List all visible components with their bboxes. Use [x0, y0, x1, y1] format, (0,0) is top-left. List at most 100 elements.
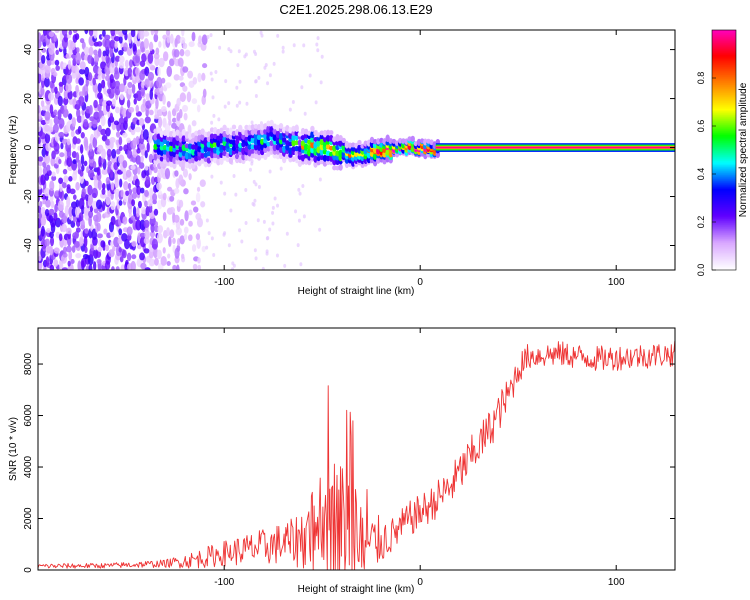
spectrogram-noise-cell — [154, 113, 160, 120]
spectrogram-noise-cell — [43, 187, 51, 197]
spectrogram-noise-cell — [54, 30, 60, 34]
colorbar-strip — [712, 124, 736, 127]
spectrogram-noise-cell — [229, 208, 233, 213]
spectrogram-noise-cell — [238, 100, 242, 105]
spectrogram-signal-cell — [203, 145, 208, 153]
colorbar-strip — [712, 224, 736, 227]
spectrogram-noise-cell — [102, 30, 106, 37]
spectrogram-noise-cell — [40, 216, 47, 226]
spectrogram-noise-cell — [40, 34, 47, 43]
spectrogram-signal-cell — [325, 129, 331, 136]
spectrogram-signal-cell — [310, 125, 315, 132]
spectrogram-noise-cell — [240, 239, 244, 244]
colorbar-strip — [712, 202, 736, 205]
colorbar-strip — [712, 66, 736, 69]
colorbar-strip — [712, 248, 736, 251]
spectrogram-noise-cell — [75, 181, 80, 191]
colorbar-strip — [712, 234, 736, 237]
colorbar-strip — [712, 238, 736, 241]
spectrogram-noise-cell — [192, 77, 198, 85]
spectrogram-noise-cell — [251, 201, 255, 206]
colorbar: 0.0 0.2 0.4 0.6 0.8 Normalized spectral ampl… — [696, 29, 749, 276]
spectrogram-noise-cell — [182, 66, 189, 73]
spectrogram-noise-cell — [167, 110, 172, 121]
spectrogram-noise-cell — [72, 194, 77, 200]
spectrogram-signal-cell — [281, 155, 287, 164]
spectrogram-noise-cell — [99, 192, 107, 199]
spectrogram-noise-cell — [314, 100, 318, 105]
spectrogram-noise-cell — [91, 187, 98, 199]
spectrogram-noise-cell — [301, 183, 305, 188]
spectrogram-signal-cell — [329, 130, 334, 136]
spectrogram-noise-cell — [114, 41, 118, 49]
spectrogram-noise-cell — [110, 200, 116, 211]
spectrogram-noise-cell — [183, 112, 188, 121]
colorbar-strip — [712, 212, 736, 215]
spectrogram-noise-cell — [131, 240, 137, 247]
colorbar-strip — [712, 30, 736, 33]
spectrogram-noise-cell — [66, 227, 72, 235]
spectrogram-noise-cell — [231, 267, 235, 270]
spectrogram-noise-cell — [169, 58, 175, 67]
spectrogram-noise-cell — [152, 193, 158, 202]
spectrogram-noise-cell — [76, 47, 80, 53]
snr-series-line — [38, 341, 675, 570]
spectrogram-noise-cell — [238, 228, 242, 233]
spectrogram-noise-cell — [187, 70, 194, 79]
spectrogram-noise-cell — [44, 111, 51, 121]
spectrogram-noise-cell — [88, 104, 93, 115]
spectrogram-signal-cell — [325, 159, 331, 166]
spectrogram-noise-cell — [95, 199, 103, 210]
spectrogram-noise-cell — [62, 108, 69, 118]
spectrogram-noise-cell — [110, 30, 116, 37]
spectrogram-noise-cell — [256, 218, 260, 223]
colorbar-strip — [712, 112, 736, 115]
colorbar-strip — [712, 208, 736, 211]
spectrogram-noise-cell — [50, 200, 55, 209]
colorbar-strip — [712, 90, 736, 93]
colorbar-strip — [712, 242, 736, 245]
spectrogram-noise-cell — [302, 214, 306, 219]
spectrogram-noise-cell — [160, 106, 167, 113]
spectrogram-noise-cell — [315, 42, 319, 47]
spectrogram-noise-cell — [135, 155, 141, 165]
spectrogram-noise-cell — [153, 52, 160, 60]
colorbar-strip — [712, 162, 736, 165]
spectrogram-signal-cell — [269, 144, 274, 152]
spectrogram-noise-cell — [109, 39, 116, 49]
spectrogram-noise-cell — [212, 113, 216, 118]
spectrogram-noise-cell — [179, 48, 185, 57]
colorbar-strip — [712, 34, 736, 37]
spectrogram-noise-cell — [172, 117, 177, 123]
spectrogram-noise-cell — [179, 36, 186, 44]
colorbar-strip — [712, 230, 736, 233]
spectrogram-noise-cell — [147, 199, 154, 207]
spectrogram-noise-cell — [144, 66, 150, 77]
spectrogram-signal-cell — [266, 125, 271, 133]
colorbar-strip — [712, 180, 736, 183]
spectrogram-noise-cell — [81, 187, 87, 198]
colorbar-strip — [712, 166, 736, 169]
spectrogram-noise-cell — [40, 119, 47, 126]
spectrogram-noise-cell — [218, 45, 222, 50]
spectrogram-noise-cell — [78, 68, 86, 75]
spectrogram-noise-cell — [119, 55, 125, 64]
spectrogram-noise-cell — [297, 218, 301, 223]
spectrogram-noise-cell — [136, 38, 141, 47]
spectrogram-noise-cell — [66, 156, 73, 167]
spectrogram-noise-cell — [184, 210, 189, 222]
spectrogram-noise-cell — [173, 49, 180, 58]
spectrogram-signal-cell — [206, 141, 212, 148]
spectrogram-noise-cell — [132, 42, 137, 52]
spectrogram-noise-cell — [105, 53, 110, 64]
colorbar-strip — [712, 44, 736, 47]
spectrogram-noise-cell — [58, 131, 65, 138]
spectrogram-noise-cell — [144, 165, 149, 171]
spectrogram-noise-cell — [205, 245, 209, 250]
spectrogram-noise-cell — [285, 231, 289, 236]
spectrogram-noise-cell — [88, 46, 94, 56]
spectrogram-signal-cell — [332, 158, 337, 166]
spectrogram-noise-cell — [200, 201, 206, 208]
colorbar-tick-label: 0.4 — [696, 168, 706, 181]
spectrogram-noise-cell — [54, 130, 60, 142]
